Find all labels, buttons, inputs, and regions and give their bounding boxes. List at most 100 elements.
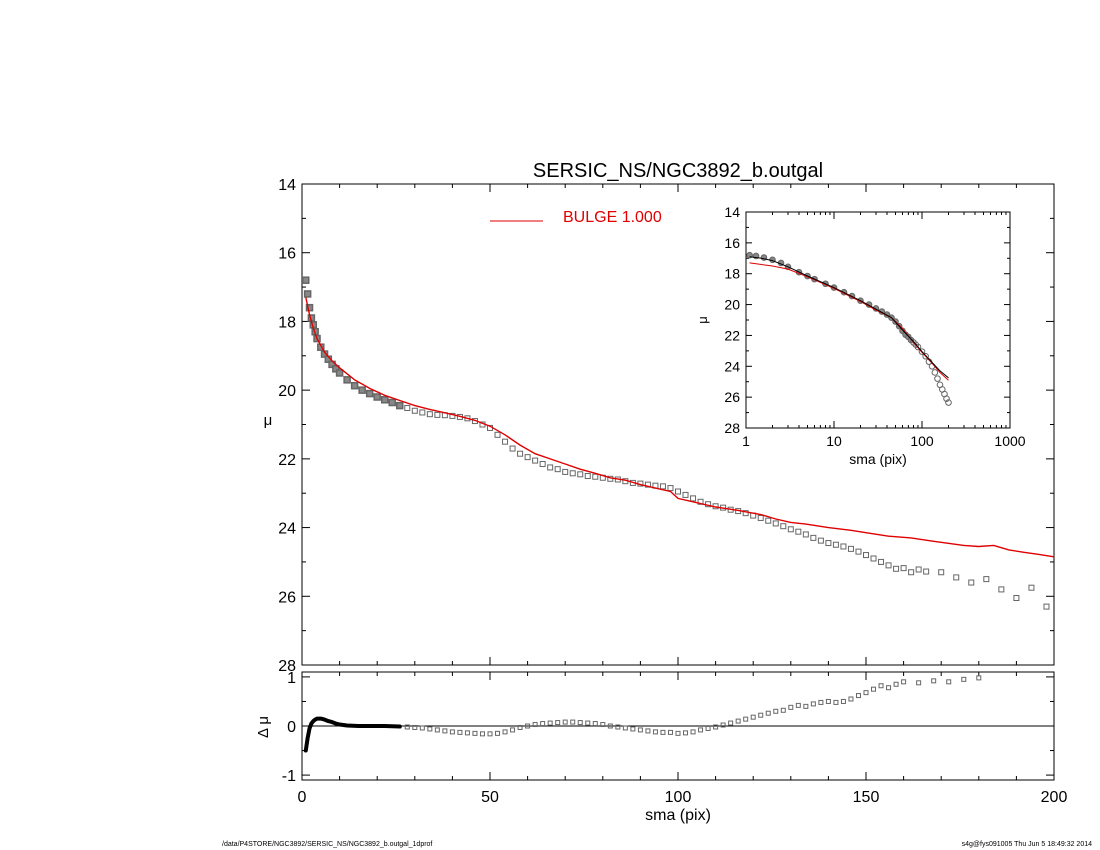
main-data-point — [332, 365, 340, 373]
residual-x-tick-label: 150 — [853, 789, 880, 806]
main-data-point — [742, 510, 749, 517]
main-data-point — [404, 405, 411, 412]
residual-data-point — [705, 725, 711, 731]
main-data-point — [411, 407, 418, 414]
main-data-point — [667, 485, 674, 492]
inset-data-point — [934, 375, 941, 382]
inset-y-tick-label: 18 — [724, 266, 740, 282]
residual-data-point — [592, 721, 598, 727]
residual-data-point — [916, 680, 922, 686]
main-data-point — [509, 445, 516, 452]
residual-data-point — [803, 703, 809, 709]
main-data-point — [380, 396, 389, 404]
inset-data-point — [931, 369, 939, 376]
inset-data-point — [945, 399, 952, 406]
main-data-point — [697, 498, 704, 505]
inset-model-line-black — [749, 256, 949, 379]
main-data-point — [388, 398, 396, 407]
residual-data-point — [622, 725, 628, 731]
inset-y-axis-label: μ — [695, 316, 710, 324]
residual-data-point — [795, 702, 801, 708]
residual-data-point — [976, 675, 982, 681]
main-data-point — [303, 290, 312, 298]
residual-data-point — [728, 720, 734, 726]
main-data-point — [562, 468, 569, 475]
residual-data-point — [946, 679, 952, 685]
main-data-point — [517, 450, 524, 457]
residual-data-point — [758, 712, 764, 718]
inset-plot-frame — [745, 211, 1011, 429]
residual-data-point — [720, 722, 726, 728]
residual-data-point — [502, 729, 508, 735]
residual-data-point — [773, 708, 779, 714]
residual-y-tick-label: -1 — [282, 768, 296, 785]
residual-data-point — [750, 714, 756, 720]
residual-y-axis-label: Δ μ — [255, 716, 272, 738]
residual-y-tick-label: 1 — [287, 670, 296, 687]
main-bulge-model-line — [305, 297, 1055, 558]
main-y-tick-label: 18 — [278, 314, 296, 331]
inset-data-point — [918, 348, 926, 355]
residual-data-point — [855, 693, 861, 699]
residual-data-point — [780, 707, 786, 713]
residual-data-point — [630, 726, 636, 732]
residual-data-point — [479, 731, 485, 737]
residual-data-point — [652, 729, 658, 735]
main-data-point — [968, 579, 975, 586]
main-data-point — [690, 495, 697, 502]
residual-data-point — [540, 721, 546, 727]
residual-data-point — [547, 720, 553, 726]
inset-data-point — [922, 352, 929, 360]
inset-model-line-red — [749, 262, 949, 381]
main-data-point — [592, 473, 599, 480]
residual-data-point — [607, 723, 613, 729]
main-data-point — [780, 523, 787, 530]
residual-data-point — [765, 710, 771, 716]
main-data-point — [494, 431, 501, 438]
main-data-point — [682, 491, 689, 498]
residual-data-point — [848, 696, 854, 702]
main-data-point — [893, 565, 900, 572]
residual-data-point — [645, 728, 651, 734]
residual-data-point — [517, 724, 523, 730]
inset-x-tick-label: 1 — [742, 433, 750, 449]
residual-data-point — [840, 698, 846, 704]
inset-y-tick-label: 22 — [724, 327, 740, 343]
main-data-point — [426, 411, 433, 418]
residual-data-point — [525, 723, 531, 729]
legend-label: BULGE 1.000 — [563, 209, 662, 226]
inset-x-tick-label: 10 — [826, 433, 842, 449]
inset-y-tick-label: 14 — [724, 204, 740, 220]
inset-x-tick-label: 100 — [910, 433, 934, 449]
main-data-point — [832, 541, 839, 548]
residual-data-point — [863, 690, 869, 696]
residual-data-point — [472, 730, 478, 736]
residual-data-point — [690, 729, 696, 735]
residual-data-point — [570, 719, 576, 725]
inset-data-point — [914, 343, 922, 351]
residual-x-tick-label: 100 — [665, 789, 692, 806]
residual-data-point — [713, 724, 719, 730]
main-data-point — [840, 543, 847, 550]
residual-data-point — [434, 727, 440, 733]
main-data-point — [577, 471, 584, 478]
main-data-point — [802, 531, 809, 538]
main-y-tick-label: 20 — [278, 383, 296, 400]
residual-x-tick-label: 50 — [481, 789, 499, 806]
residual-x-axis-label: sma (pix) — [645, 807, 711, 824]
main-data-point — [547, 464, 554, 471]
main-data-point — [908, 569, 915, 576]
residual-data-point — [886, 685, 892, 691]
main-y-tick-label: 16 — [278, 246, 296, 263]
main-data-point — [419, 409, 426, 416]
main-data-point — [787, 526, 794, 533]
main-data-point — [795, 528, 802, 535]
main-chart-title: SERSIC_NS/NGC3892_b.outgal — [533, 160, 823, 182]
main-data-point — [772, 520, 779, 527]
main-data-point — [502, 438, 509, 445]
main-data-point — [335, 369, 344, 377]
main-data-point — [569, 470, 576, 477]
footer-path: /data/P4STORE/NGC3892/SERSIC_NS/NGC3892_… — [222, 841, 433, 848]
inset-y-tick-label: 24 — [724, 358, 740, 374]
